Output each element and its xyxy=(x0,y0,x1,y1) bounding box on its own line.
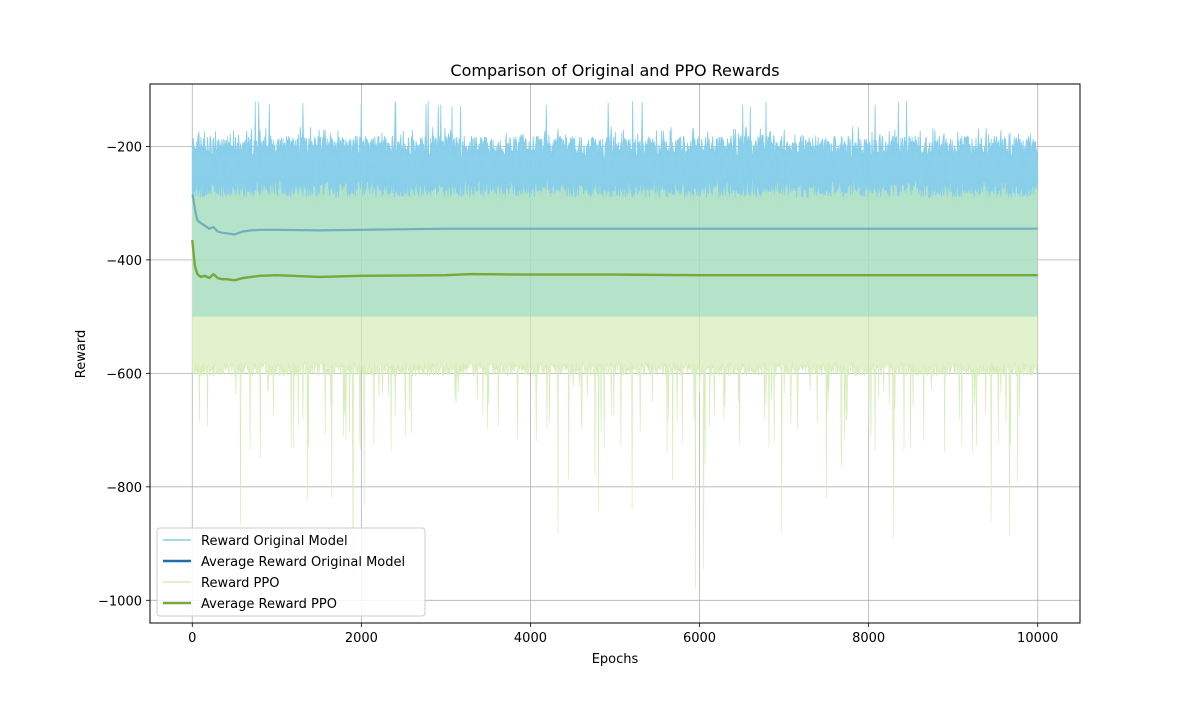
x-tick-label: 4000 xyxy=(514,631,547,646)
series-layer xyxy=(191,101,1038,590)
ticks-layer: 0 2000 4000 6000 8000 10000 −1000 −800 −600 −400 −… xyxy=(98,140,1058,646)
y-tick-label: −600 xyxy=(106,367,142,382)
legend-box xyxy=(156,527,426,617)
legend-label: Average Reward PPO xyxy=(201,597,337,612)
legend-label: Reward Original Model xyxy=(201,534,348,549)
y-tick-label: −800 xyxy=(106,481,142,496)
x-tick-label: 6000 xyxy=(683,631,716,646)
series-reward-original-crest xyxy=(191,101,1038,199)
x-axis-label: Epochs xyxy=(592,652,639,667)
series-average-reward-original-model xyxy=(191,194,1038,236)
chart-title: Comparison of Original and PPO Rewards xyxy=(450,61,779,80)
y-axis-label: Reward xyxy=(74,330,89,378)
x-tick-label: 8000 xyxy=(852,631,885,646)
plot-frame xyxy=(149,83,1081,624)
legend-label: Reward PPO xyxy=(201,576,279,591)
y-tick-label: −200 xyxy=(106,140,142,155)
series-average-reward-ppo xyxy=(191,239,1038,282)
legend-label: Average Reward Original Model xyxy=(201,555,405,570)
y-tick-label: −400 xyxy=(106,254,142,269)
x-tick-label: 2000 xyxy=(345,631,378,646)
x-tick-label: 0 xyxy=(188,631,196,646)
x-tick-label: 10000 xyxy=(1017,631,1058,646)
legend: Reward Original Model Average Reward Orig… xyxy=(156,527,426,617)
y-tick-label: −1000 xyxy=(98,594,142,609)
